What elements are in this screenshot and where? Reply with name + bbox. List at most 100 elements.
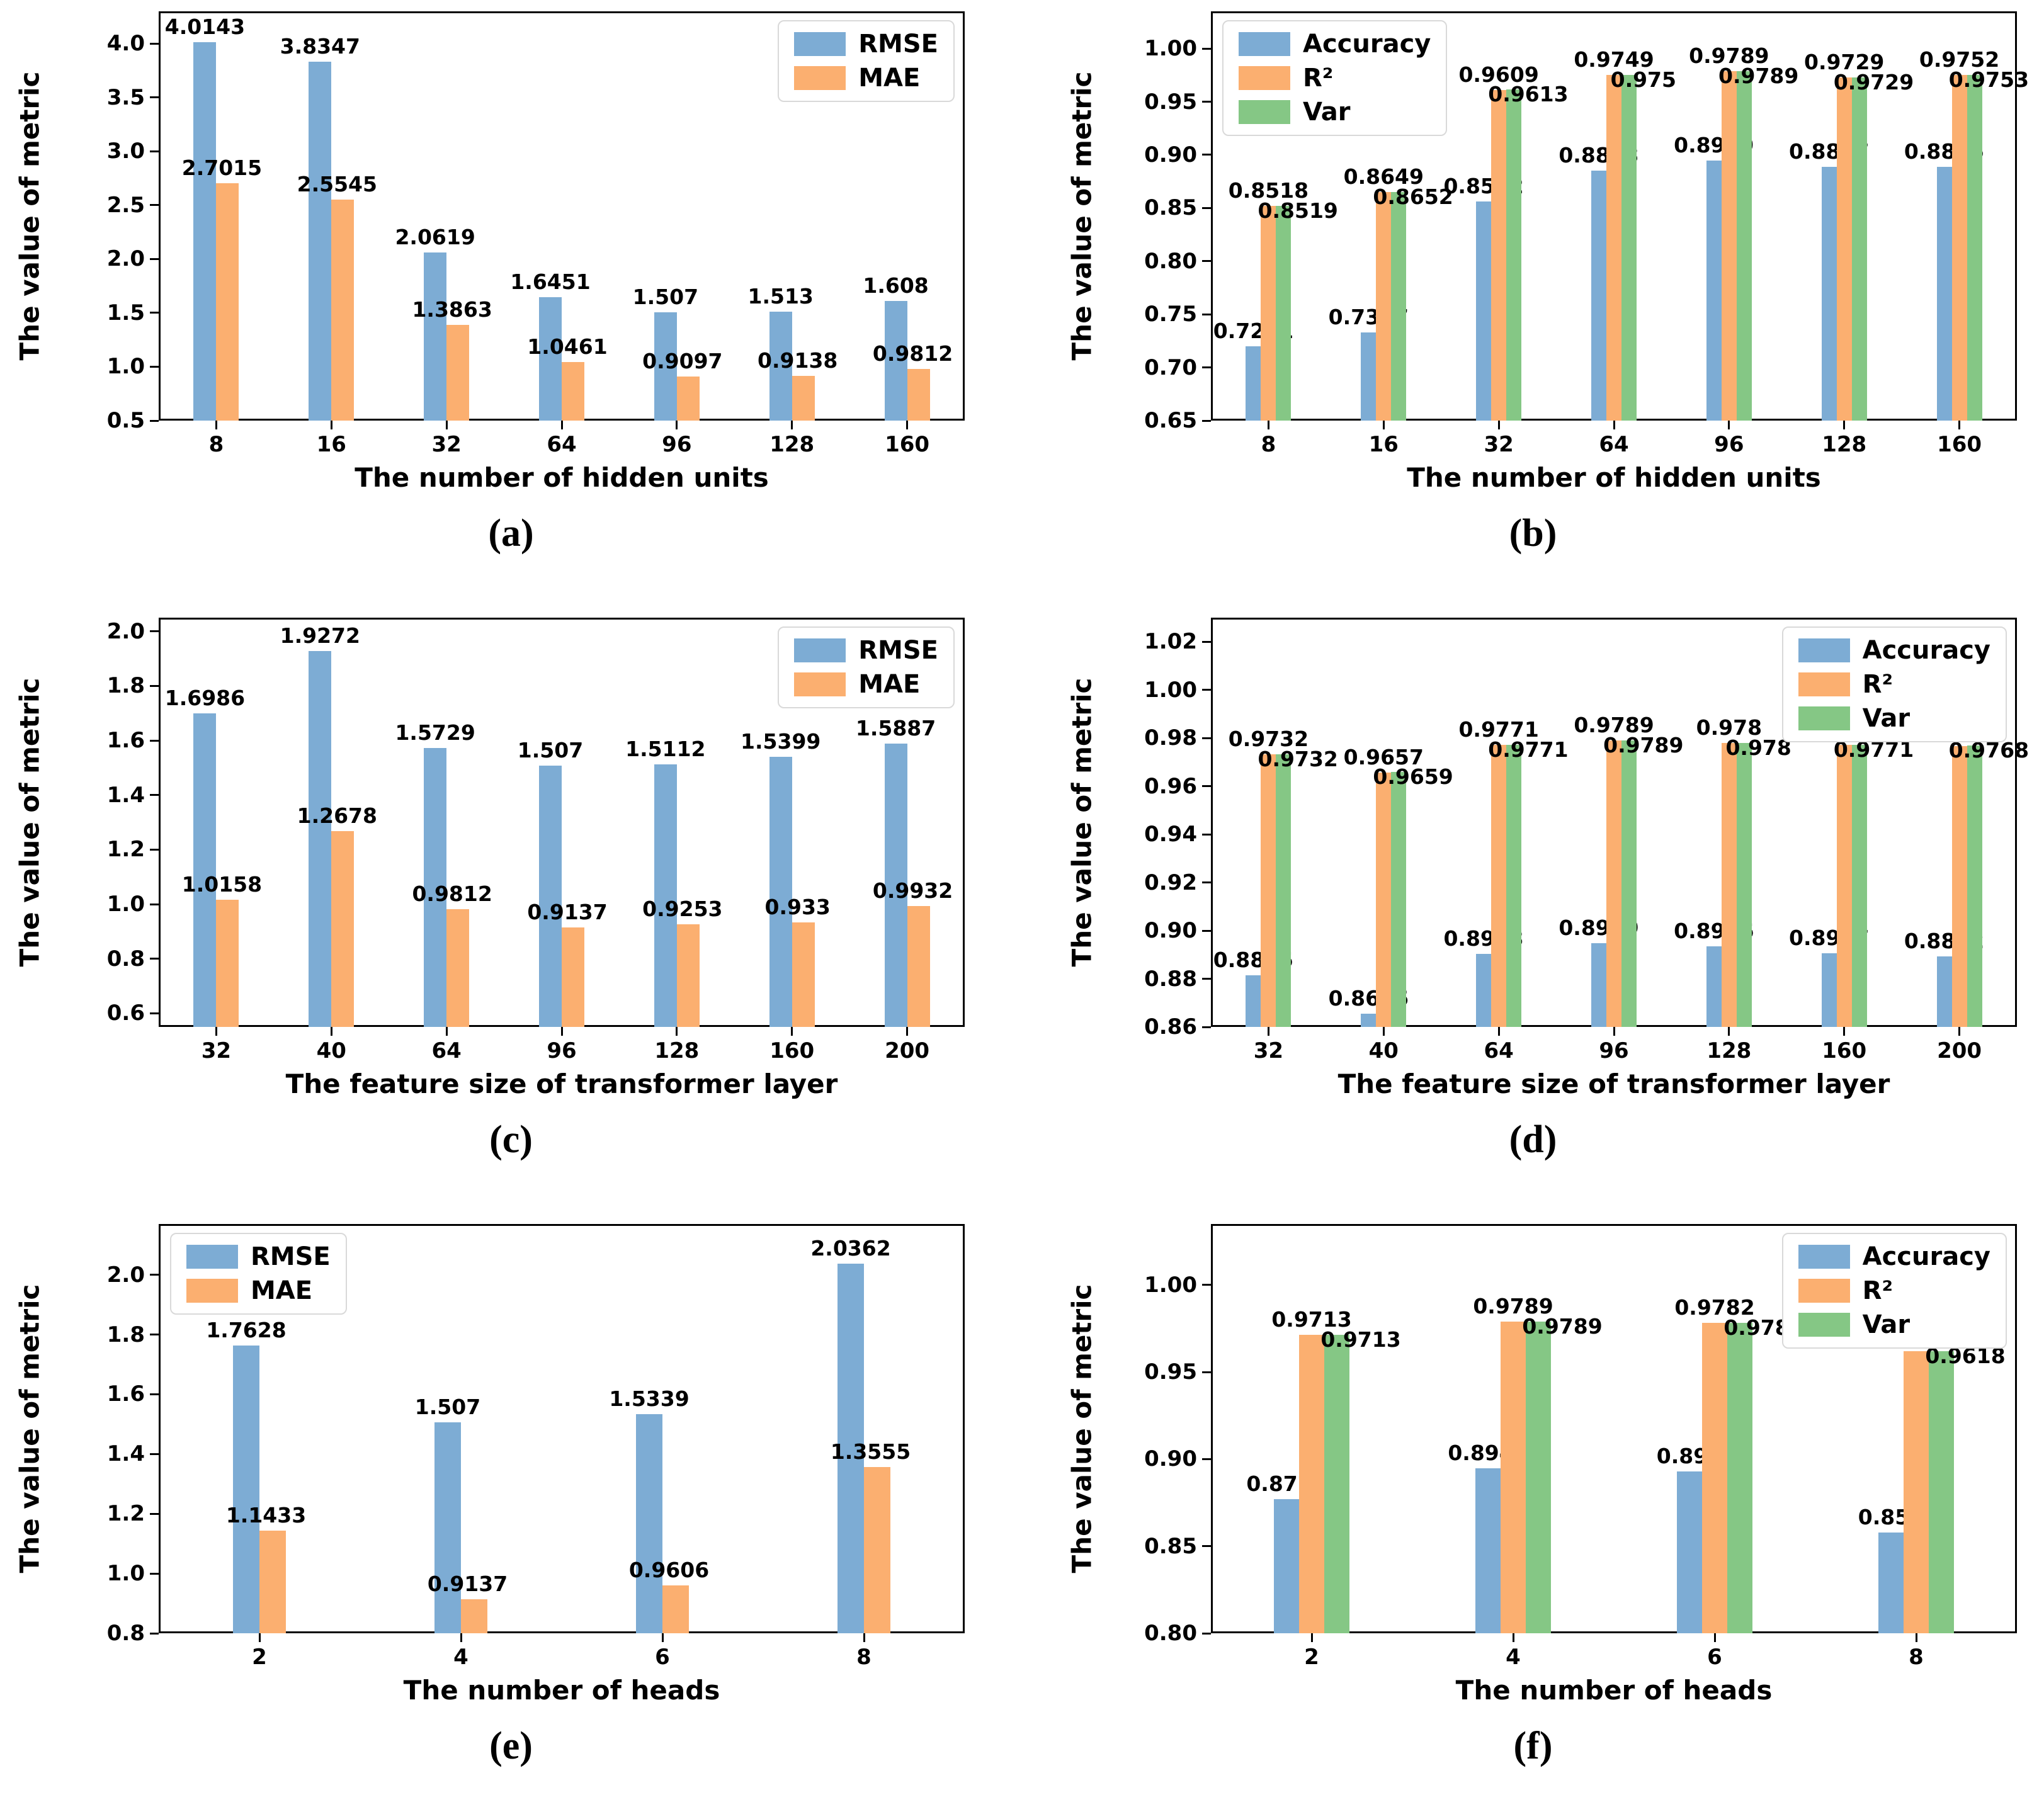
x-tick-label: 96 xyxy=(1714,432,1744,457)
x-axis-label: The feature size of transformer layer xyxy=(1337,1068,1890,1099)
y-tick-mark xyxy=(1202,260,1211,263)
x-tick-label: 96 xyxy=(662,432,692,457)
y-tick-mark xyxy=(150,312,159,314)
figure-panel-f: 1.00 0.95 0.90 0.85 0.80 2 0.8771 0.9713 0.9713 4… xyxy=(1022,1213,2044,1819)
legend-swatch-accuracy xyxy=(1798,638,1850,662)
x-axis-label: The number of hidden units xyxy=(355,462,769,493)
y-tick-mark xyxy=(1202,154,1211,156)
bar-var-200 xyxy=(1967,745,1982,1027)
y-tick-mark xyxy=(1202,419,1211,422)
y-tick-label: 1.0 xyxy=(106,354,145,380)
bar-var-128 xyxy=(1736,742,1752,1027)
bar-value-label: 0.9771 xyxy=(1458,717,1539,742)
bar-value-label: 0.9606 xyxy=(628,1557,710,1582)
bar-r-32 xyxy=(1491,90,1507,421)
figure-panel-a: 4.0 3.5 3.0 2.5 2.0 1.5 1.0 0.5 8 4.0143 2.7015 16 3… xyxy=(0,0,1022,606)
y-tick-mark xyxy=(150,1453,159,1455)
bar-mae-64 xyxy=(446,909,470,1027)
x-tick-mark xyxy=(1843,421,1846,429)
x-tick-label: 8 xyxy=(1909,1645,1924,1670)
bar-value-label: 1.5887 xyxy=(855,715,936,740)
bar-rmse-4 xyxy=(434,1422,461,1633)
bar-var-32 xyxy=(1276,754,1292,1027)
y-tick-label: 0.85 xyxy=(1144,195,1197,221)
x-tick-mark xyxy=(1267,421,1269,429)
x-tick-label: 128 xyxy=(654,1038,700,1063)
x-tick-label: 32 xyxy=(201,1038,232,1063)
bar-var-160 xyxy=(1851,745,1867,1027)
legend: Accuracy R² Var xyxy=(1222,20,1448,136)
x-tick-mark xyxy=(330,1027,332,1036)
bar-value-label: 0.975 xyxy=(1610,67,1676,93)
y-tick-label: 0.86 xyxy=(1144,1014,1197,1040)
y-tick-mark xyxy=(150,42,159,45)
bar-value-label: 0.9659 xyxy=(1373,764,1453,790)
figure-panel-b: 1.00 0.95 0.90 0.85 0.80 0.75 0.70 0.65 8 0.7201 0… xyxy=(1022,0,2044,606)
x-tick-mark xyxy=(1613,421,1615,429)
y-tick-label: 2.5 xyxy=(106,192,145,218)
y-tick-mark xyxy=(150,258,159,260)
bar-r-160 xyxy=(1951,74,1967,421)
bar-var-64 xyxy=(1621,75,1637,421)
legend-label: R² xyxy=(1303,64,1334,93)
legend-swatch-rmse xyxy=(794,32,846,56)
x-tick-mark xyxy=(1310,1633,1313,1642)
bar-value-label: 2.0619 xyxy=(395,224,475,249)
y-tick-label: 1.8 xyxy=(106,1322,145,1347)
y-tick-mark xyxy=(150,365,159,368)
legend-label: R² xyxy=(1862,670,1893,699)
figure-caption-a: (a) xyxy=(488,512,534,555)
x-tick-label: 64 xyxy=(547,432,577,457)
y-tick-label: 0.95 xyxy=(1144,1359,1197,1385)
y-tick-label: 0.90 xyxy=(1144,918,1197,944)
bar-value-label: 0.8652 xyxy=(1373,184,1453,209)
y-tick-mark xyxy=(150,1393,159,1395)
y-tick-label: 2.0 xyxy=(106,618,145,644)
y-tick-label: 1.00 xyxy=(1144,677,1197,703)
y-tick-mark xyxy=(150,1632,159,1635)
x-tick-mark xyxy=(445,421,448,429)
bar-accuracy-96 xyxy=(1591,943,1606,1027)
bar-accuracy-160 xyxy=(1821,953,1837,1027)
bar-value-label: 1.0461 xyxy=(527,334,608,359)
x-tick-label: 2 xyxy=(1304,1645,1319,1670)
x-tick-label: 96 xyxy=(1599,1038,1629,1063)
bar-value-label: 1.5399 xyxy=(741,729,821,754)
y-tick-label: 0.8 xyxy=(106,1621,145,1646)
bar-value-label: 0.9771 xyxy=(1488,737,1569,762)
y-tick-label: 0.5 xyxy=(106,408,145,433)
bar-value-label: 1.5729 xyxy=(395,720,475,745)
x-tick-mark xyxy=(1382,421,1385,429)
bar-mae-8 xyxy=(864,1467,890,1633)
bar-accuracy-32 xyxy=(1476,201,1492,421)
x-tick-label: 128 xyxy=(769,432,815,457)
bar-accuracy-64 xyxy=(1591,170,1606,421)
x-tick-label: 8 xyxy=(856,1645,872,1670)
bar-value-label: 0.9729 xyxy=(1804,49,1885,74)
x-tick-label: 64 xyxy=(431,1038,462,1063)
legend-label: RMSE xyxy=(858,30,938,59)
y-tick-label: 3.0 xyxy=(106,139,145,164)
figure-caption-b: (b) xyxy=(1509,512,1557,555)
legend-swatch-var xyxy=(1798,1313,1850,1337)
y-tick-label: 0.96 xyxy=(1144,773,1197,799)
bar-value-label: 0.9713 xyxy=(1271,1307,1352,1332)
bar-value-label: 0.9789 xyxy=(1473,1294,1553,1319)
bar-value-label: 0.978 xyxy=(1725,735,1791,760)
y-tick-mark xyxy=(150,419,159,422)
x-tick-label: 6 xyxy=(1707,1645,1722,1670)
bar-accuracy-160 xyxy=(1936,167,1952,421)
bar-rmse-160 xyxy=(884,301,907,421)
bar-mae-128 xyxy=(676,924,700,1027)
legend-label: Var xyxy=(1862,704,1911,733)
legend-item-accuracy: Accuracy xyxy=(1798,1244,1990,1269)
x-tick-label: 64 xyxy=(1599,432,1629,457)
legend-item-var: Var xyxy=(1798,1312,1990,1337)
bar-value-label: 4.0143 xyxy=(164,14,246,39)
x-tick-label: 128 xyxy=(1822,432,1867,457)
legend: RMSE MAE xyxy=(778,626,955,708)
y-tick-mark xyxy=(150,630,159,633)
bar-var-40 xyxy=(1391,772,1407,1027)
legend-label: MAE xyxy=(858,64,921,93)
y-tick-label: 2.0 xyxy=(106,246,145,272)
